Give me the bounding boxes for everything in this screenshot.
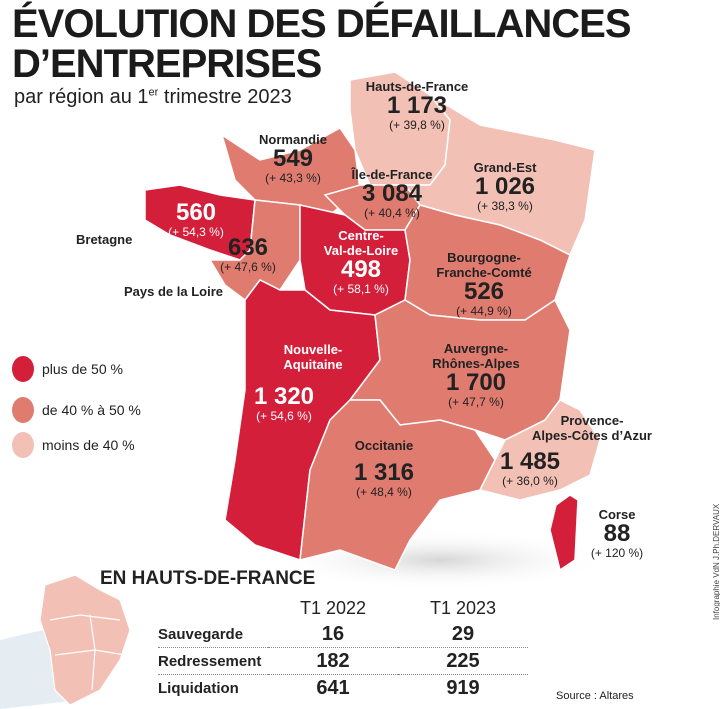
credit-note: Infographie VdN J.Ph.DERVAUX xyxy=(712,503,720,620)
region-value: 3 084 xyxy=(361,180,423,207)
region-name: Nouvelle- xyxy=(283,342,343,357)
row-label: Sauvegarde xyxy=(158,621,268,648)
region-name: Occitanie xyxy=(354,438,414,453)
label-paca: 1 485 (+ 36,0 %) xyxy=(499,448,561,489)
label-grand-est: Grand-Est 1 026 (+ 38,3 %) xyxy=(474,160,537,213)
region-value: 636 xyxy=(227,234,269,261)
label-bretagne: 560 (+ 54,3 %) xyxy=(168,199,224,240)
legend-swatch xyxy=(12,397,34,423)
legend-label: de 40 % à 50 % xyxy=(42,402,141,418)
region-change: (+ 38,3 %) xyxy=(477,199,533,213)
subtitle-post: trimestre 2023 xyxy=(158,86,292,108)
region-change: (+ 47,6 %) xyxy=(220,260,276,274)
hdf-inset-map xyxy=(0,574,131,709)
label-bourgogne-franche-comte: Bourgogne- Franche-Comté 526 (+ 44,9 %) xyxy=(436,250,531,318)
region-change: (+ 54,3 %) xyxy=(168,225,224,239)
subtitle-sup: er xyxy=(148,86,159,99)
legend-item-mid: de 40 % à 50 % xyxy=(12,397,141,423)
column-header: T1 2022 xyxy=(299,598,367,618)
cell: 182 xyxy=(268,647,398,675)
legend-swatch xyxy=(12,432,34,458)
region-name: Auvergne- xyxy=(443,341,509,356)
hdf-table: T1 2022 T1 2023 Sauvegarde 16 29 Redress… xyxy=(158,598,528,701)
region-value: 1 320 xyxy=(253,383,315,410)
region-name: Île-de-France xyxy=(351,167,433,182)
region-name: Hauts-de-France xyxy=(365,79,469,94)
region-name: Grand-Est xyxy=(473,160,537,175)
region-change: (+ 120 %) xyxy=(590,546,644,560)
region-name: Normandie xyxy=(259,132,327,147)
subtitle-pre: par région au 1 xyxy=(14,86,149,108)
region-change: (+ 44,9 %) xyxy=(456,304,512,318)
region-name: Provence- xyxy=(560,413,624,428)
region-change: (+ 54,6 %) xyxy=(256,409,312,423)
region-change: (+ 48,4 %) xyxy=(356,485,412,499)
cell: 641 xyxy=(316,676,350,699)
region-name: Franche-Comté xyxy=(436,265,532,280)
legend-item-high: plus de 50 % xyxy=(12,356,123,382)
region-name: Alpes-Côtes d’Azur xyxy=(532,428,652,443)
title-line-2: D’ENTREPRISES xyxy=(12,42,322,86)
subtitle: par région au 1er trimestre 2023 xyxy=(14,86,292,109)
region-name: Rhônes-Alpes xyxy=(432,356,520,371)
legend-item-low: moins de 40 % xyxy=(12,432,135,458)
row-label: Liquidation xyxy=(158,679,239,697)
label-nouvelle-aquitaine: Nouvelle- Aquitaine xyxy=(283,342,342,372)
region-name-bretagne: Bretagne xyxy=(76,232,133,247)
region-value: 560 xyxy=(175,199,217,226)
region-paca[interactable] xyxy=(478,399,601,501)
region-change: (+ 40,4 %) xyxy=(364,206,420,220)
cell: 919 xyxy=(446,676,480,699)
cell: 16 xyxy=(268,621,398,648)
region-change: (+ 36,0 %) xyxy=(502,474,558,488)
legend-label: moins de 40 % xyxy=(42,437,135,453)
region-value: 549 xyxy=(272,145,314,172)
label-nouvelle-aquitaine-value: 1 320 (+ 54,6 %) xyxy=(253,383,315,424)
hdf-section-title: EN HAUTS-DE-FRANCE xyxy=(100,568,316,589)
region-change: (+ 47,7 %) xyxy=(448,395,504,409)
label-corse: Corse 88 (+ 120 %) xyxy=(591,507,643,560)
region-change: (+ 43,3 %) xyxy=(265,171,321,185)
row-label: Redressement xyxy=(158,647,268,675)
region-name: Bourgogne- xyxy=(447,250,521,265)
region-name: Val-de-Loire xyxy=(323,243,399,258)
table-row: Liquidation 641 919 xyxy=(158,675,528,702)
table-header-empty xyxy=(158,598,268,621)
source-note: Source : Altares xyxy=(556,690,634,702)
table-row: Sauvegarde 16 29 xyxy=(158,621,528,648)
region-value: 1 026 xyxy=(474,173,536,200)
region-value: 498 xyxy=(340,256,382,283)
cell: 225 xyxy=(398,647,528,675)
region-value: 1 173 xyxy=(386,92,448,119)
legend-swatch xyxy=(12,356,34,382)
label-occitanie: Occitanie 1 316 (+ 48,4 %) xyxy=(354,438,414,499)
label-normandie: Normandie 549 (+ 43,3 %) xyxy=(259,132,327,185)
region-name: Corse xyxy=(598,507,636,522)
legend-label: plus de 50 % xyxy=(42,361,123,377)
label-pays-de-la-loire: 636 (+ 47,6 %) xyxy=(220,234,276,275)
region-name: Aquitaine xyxy=(283,357,343,372)
region-name: Centre- xyxy=(338,228,384,243)
region-name-pays-de-la-loire: Pays de la Loire xyxy=(124,284,223,299)
title-line-1: ÉVOLUTION DES DÉFAILLANCES xyxy=(12,2,631,46)
column-header: T1 2023 xyxy=(429,598,497,618)
label-hauts-de-france: Hauts-de-France 1 173 (+ 39,8 %) xyxy=(366,79,469,132)
page-title: ÉVOLUTION DES DÉFAILLANCES D’ENTREPRISES xyxy=(12,4,631,84)
region-value: 1 700 xyxy=(445,369,507,396)
region-corse[interactable] xyxy=(549,494,579,572)
cell: 29 xyxy=(398,621,528,648)
region-change: (+ 39,8 %) xyxy=(389,118,445,132)
label-centre-val-de-loire: Centre- Val-de-Loire 498 (+ 58,1 %) xyxy=(324,228,398,296)
label-paca-name: Provence- Alpes-Côtes d’Azur xyxy=(532,413,652,443)
region-change: (+ 58,1 %) xyxy=(333,282,389,296)
label-auvergne-rhone-alpes: Auvergne- Rhônes-Alpes 1 700 (+ 47,7 %) xyxy=(432,341,519,409)
region-value: 1 485 xyxy=(499,448,561,475)
region-value: 1 316 xyxy=(353,459,415,486)
table-row: Redressement 182 225 xyxy=(158,647,528,675)
table-header-row: T1 2022 T1 2023 xyxy=(158,598,528,621)
label-ile-de-france: Île-de-France 3 084 (+ 40,4 %) xyxy=(352,167,433,220)
region-value: 88 xyxy=(603,520,631,547)
region-value: 526 xyxy=(463,278,505,305)
